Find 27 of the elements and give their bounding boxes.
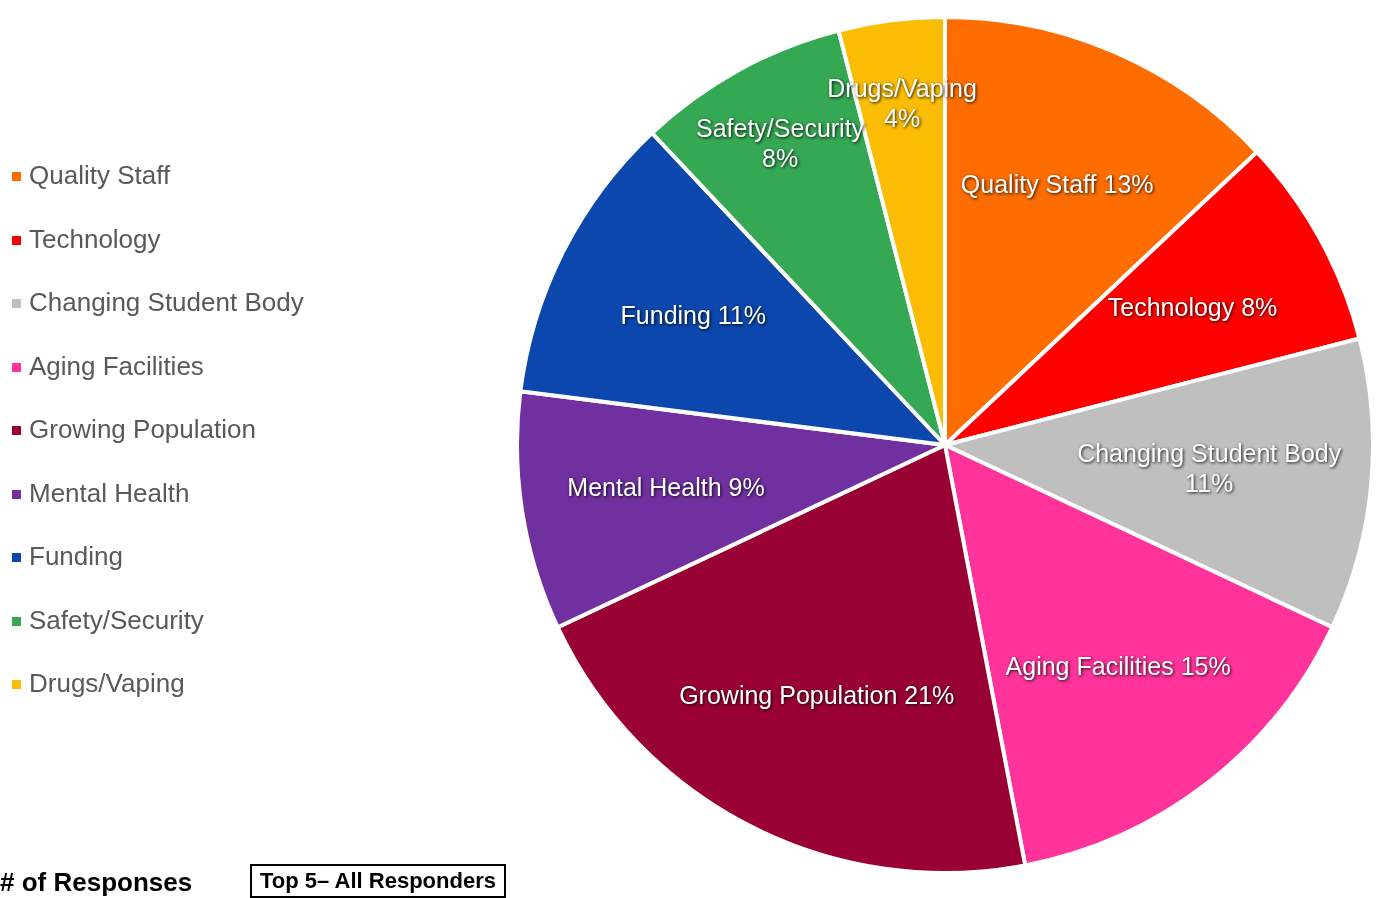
slice-label: Quality Staff [960,169,1097,198]
slice-label: Mental Health [567,473,722,502]
legend-label: Quality Staff [29,160,171,191]
data-label: 11% [1185,468,1234,497]
legend-label: Mental Health [29,477,190,509]
legend-label: Drugs/Vaping [29,668,185,699]
data-label: 9% [728,473,765,502]
slice-label: Aging Facilities [1005,652,1174,681]
slice-label: Changing Student Body [1077,438,1342,467]
data-label: 15% [1180,652,1231,681]
legend-label: Technology [29,223,161,255]
slice-label: Funding [620,300,711,329]
slice-label: Growing Population [679,680,898,709]
data-label: 11% [717,300,767,329]
slice-label: Technology [1107,292,1235,321]
legend-label: Changing Student Body [29,287,304,318]
data-label: 13% [1103,169,1154,198]
legend-label: Funding [29,541,123,572]
data-label: 4% [884,104,921,133]
text: Top 5– All Responders [250,864,506,898]
data-label: 8% [761,143,799,172]
legend-label: Safety/Security [29,604,204,636]
text: # of Responses [0,867,193,898]
legend-label: Aging Facilities [29,350,204,382]
legend-label: Growing Population [29,414,256,445]
data-label: 8% [1241,292,1278,321]
data-label: 21% [904,680,955,709]
